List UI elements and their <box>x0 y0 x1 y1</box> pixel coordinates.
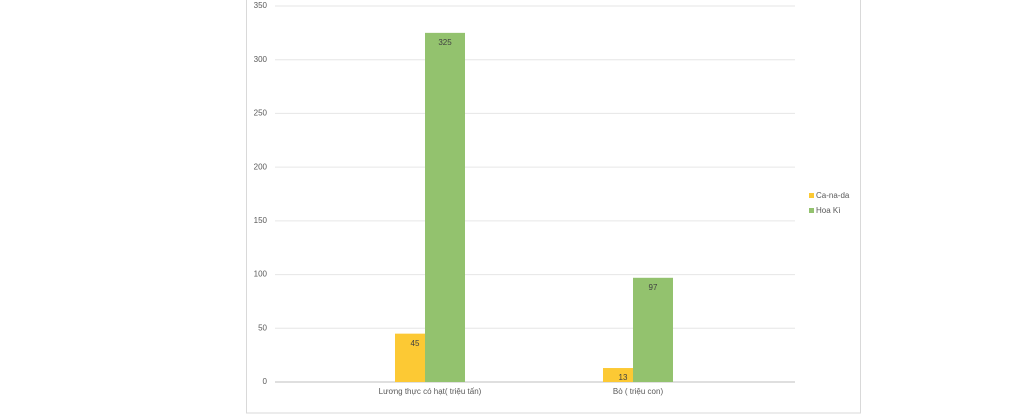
y-tick-label: 0 <box>263 377 268 386</box>
y-tick-label: 300 <box>254 55 268 64</box>
x-tick-label: Lương thực có hạt( triệu tấn) <box>378 387 482 396</box>
data-label: 97 <box>649 283 658 292</box>
x-tick-label-box: Bò ( triệu con) <box>612 387 664 396</box>
bar <box>633 277 673 382</box>
data-label: 325 <box>438 38 452 47</box>
data-label: 13 <box>619 373 628 382</box>
legend-marker <box>809 208 814 213</box>
y-tick-label: 100 <box>254 270 268 279</box>
y-tick-label: 150 <box>254 216 268 225</box>
y-tick-label: 250 <box>254 109 268 118</box>
y-tick-label: 350 <box>254 1 268 10</box>
x-tick-label-box: Lương thực có hạt( triệu tấn) <box>378 387 482 396</box>
x-tick-label: Bò ( triệu con) <box>612 387 664 396</box>
legend-label: Ca-na-da <box>816 191 850 200</box>
y-tick-label: 200 <box>254 162 268 171</box>
legend-label: Hoa Kì <box>816 206 840 215</box>
bar <box>425 32 465 382</box>
chart-border <box>246 0 861 414</box>
data-label: 45 <box>411 339 420 348</box>
legend-marker <box>809 193 814 198</box>
y-tick-label: 50 <box>258 323 267 332</box>
